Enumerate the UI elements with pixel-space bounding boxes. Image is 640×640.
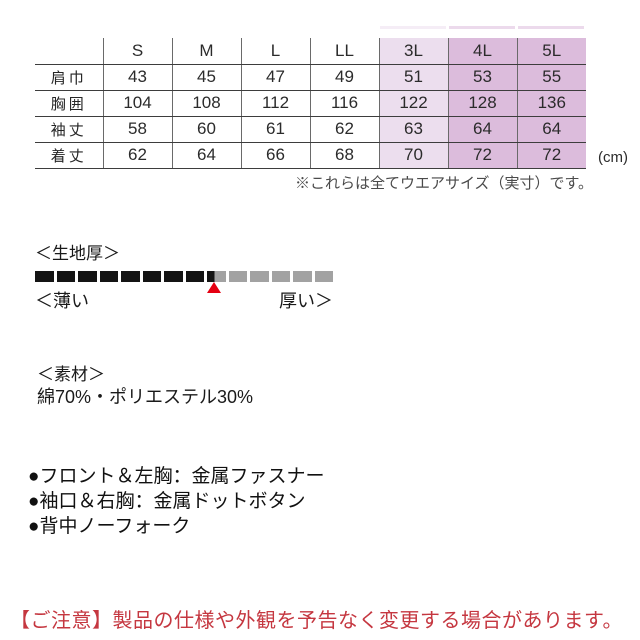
table-row: 胸囲 104 108 112 116 122 128 136 [35,90,586,117]
thickness-segment [293,271,312,282]
thickness-labels: ＜薄い 厚い＞ [35,287,333,313]
size-cell: 47 [240,64,310,91]
thickness-segment [228,271,247,282]
size-cell: 60 [171,116,241,143]
size-cell: 51 [378,64,448,91]
size-table: S M L LL 3L 4L 5L 肩巾 43 45 47 49 51 53 5… [35,38,586,169]
thickness-segment [121,271,140,282]
size-table-header-row: S M L LL 3L 4L 5L [35,38,586,65]
material-composition: 綿70%・ポリエステル30% [37,387,254,407]
size-row-label: 袖丈 [35,116,103,143]
size-col-header: M [171,38,241,65]
size-cell: 49 [309,64,379,91]
size-cell: 64 [171,142,241,169]
size-col-header: 4L [447,38,517,65]
table-row: 肩巾 43 45 47 49 51 53 55 [35,64,586,91]
size-cell: 58 [102,116,172,143]
thickness-bar [35,271,333,282]
size-cell: 53 [447,64,517,91]
size-corner-cell [35,38,103,65]
size-cell: 108 [171,90,241,117]
size-cell: 62 [102,142,172,169]
size-cell: 72 [516,142,586,169]
size-note: ※これらは全てウエアサイズ（実寸）です。 [294,175,593,192]
size-cell: 43 [102,64,172,91]
size-cell: 112 [240,90,310,117]
thickness-segment [78,271,97,282]
thickness-marker-icon [206,282,221,293]
size-table-wrap: S M L LL 3L 4L 5L 肩巾 43 45 47 49 51 53 5… [35,38,586,169]
thickness-segment [35,271,54,282]
table-top-strip [449,26,515,29]
thick-label: 厚い＞ [279,291,333,311]
size-cell: 72 [447,142,517,169]
size-cell: 55 [516,64,586,91]
table-row: 袖丈 58 60 61 62 63 64 64 [35,116,586,143]
material-title: ＜素材＞ [37,365,105,384]
fabric-thickness-title: ＜生地厚＞ [35,244,120,263]
size-cell: 64 [516,116,586,143]
size-cell: 116 [309,90,379,117]
thickness-segment [207,271,226,282]
feature-item: ●袖口＆右胸：金属ドットボタン [28,491,306,512]
thickness-segment [271,271,290,282]
size-cell: 136 [516,90,586,117]
size-col-header: LL [309,38,379,65]
feature-list: ●フロント＆左胸：金属ファスナー ●袖口＆右胸：金属ドットボタン ●背中ノーフォ… [28,464,324,539]
thickness-segment [250,271,269,282]
size-cell: 45 [171,64,241,91]
size-cell: 122 [378,90,448,117]
size-cell: 70 [378,142,448,169]
size-col-header: 3L [378,38,448,65]
table-row: 着丈 62 64 66 68 70 72 72 [35,142,586,169]
thickness-segment [185,271,204,282]
size-cell: 66 [240,142,310,169]
thickness-segment [99,271,118,282]
size-col-header: 5L [516,38,586,65]
size-cell: 62 [309,116,379,143]
size-row-label: 着丈 [35,142,103,169]
size-cell: 63 [378,116,448,143]
size-col-header: S [102,38,172,65]
size-cell: 128 [447,90,517,117]
thickness-segment [56,271,75,282]
size-cell: 68 [309,142,379,169]
table-top-strip [518,26,584,29]
thin-label: ＜薄い [35,291,89,311]
size-cell: 64 [447,116,517,143]
size-cell: 104 [102,90,172,117]
thickness-segment [314,271,333,282]
thickness-segment [142,271,161,282]
notice-text: 【ご注意】製品の仕様や外観を予告なく変更する場合があります。 [10,610,623,632]
size-col-header: L [240,38,310,65]
thickness-segment [164,271,183,282]
size-cell: 61 [240,116,310,143]
unit-label: (cm) [598,149,628,166]
table-top-strip [380,26,446,29]
feature-item: ●フロント＆左胸：金属ファスナー [28,466,325,487]
feature-item: ●背中ノーフォーク [28,516,191,537]
size-row-label: 胸囲 [35,90,103,117]
size-row-label: 肩巾 [35,64,103,91]
